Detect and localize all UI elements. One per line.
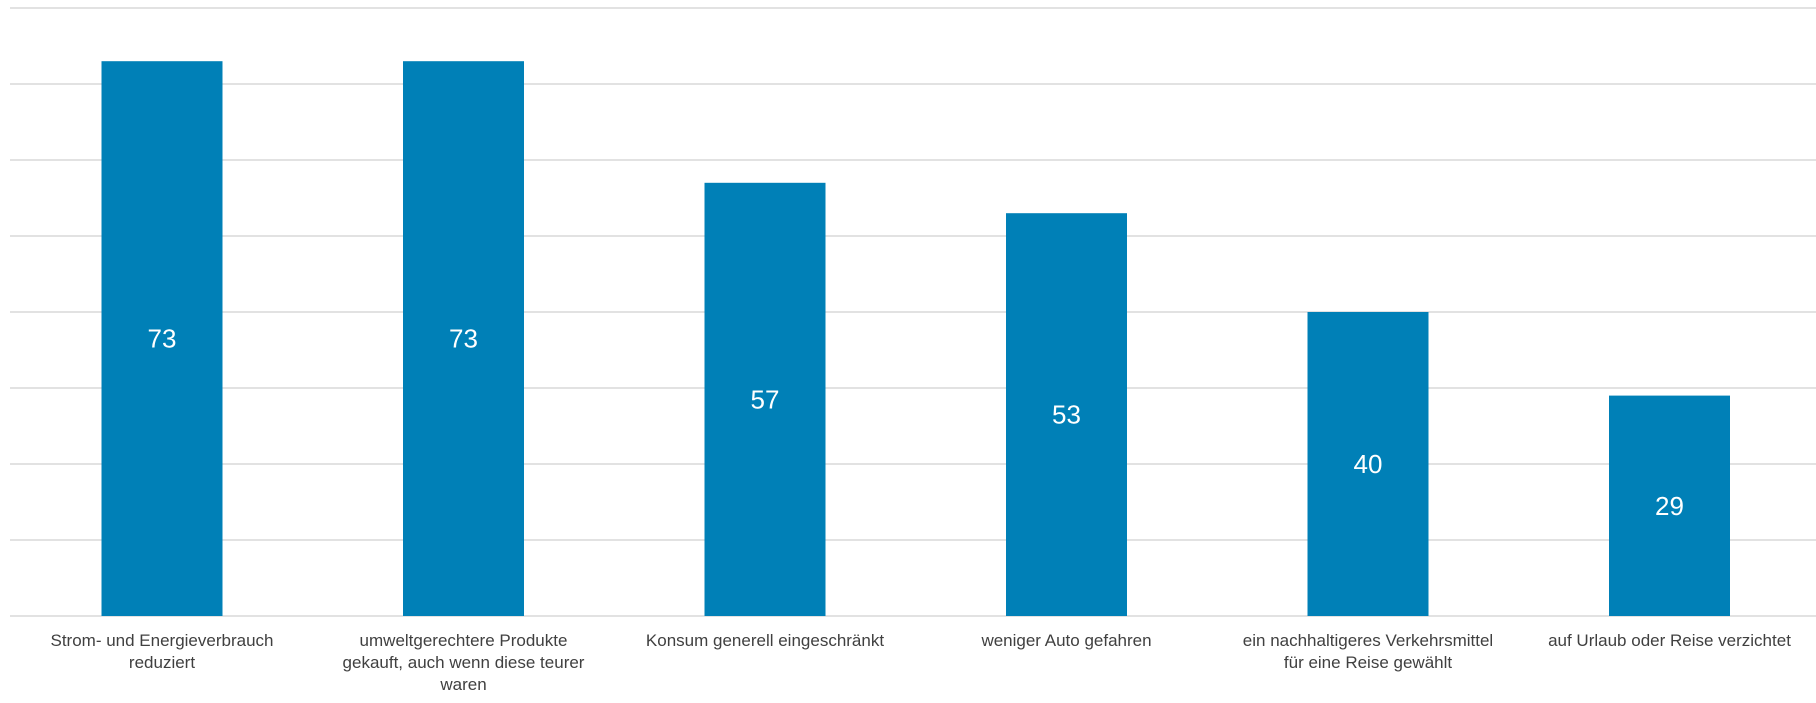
x-tick-label: weniger Auto gefahren <box>981 631 1152 650</box>
x-tick-label: ein nachhaltigeres Verkehrsmittel für ei… <box>1242 631 1494 672</box>
bar-2 <box>403 61 524 616</box>
bar-value-label: 73 <box>148 324 177 354</box>
gridlines <box>10 7 1816 617</box>
bar-3 <box>704 182 826 617</box>
x-tick-label: Strom- und Energieverbrauch reduziert <box>50 631 274 672</box>
bar-value-label: 29 <box>1655 491 1684 521</box>
bars <box>101 61 1730 617</box>
bar-value-label: 40 <box>1354 449 1383 479</box>
bar-5 <box>1307 312 1429 616</box>
x-tick-label: umweltgerechtere Produkte gekauft, auch … <box>342 631 585 694</box>
bar-value-label: 53 <box>1052 400 1081 430</box>
bar-6 <box>1609 395 1730 616</box>
bar-value-label: 57 <box>751 384 780 414</box>
data-labels: 73 73 57 53 40 29 <box>148 324 1684 521</box>
bar-1 <box>101 61 223 616</box>
x-tick-label: Konsum generell eingeschränkt <box>645 631 885 650</box>
x-tick-label: auf Urlaub oder Reise verzichtet <box>1548 631 1791 650</box>
bar-4 <box>1006 213 1127 616</box>
bar-value-label: 73 <box>449 324 478 354</box>
